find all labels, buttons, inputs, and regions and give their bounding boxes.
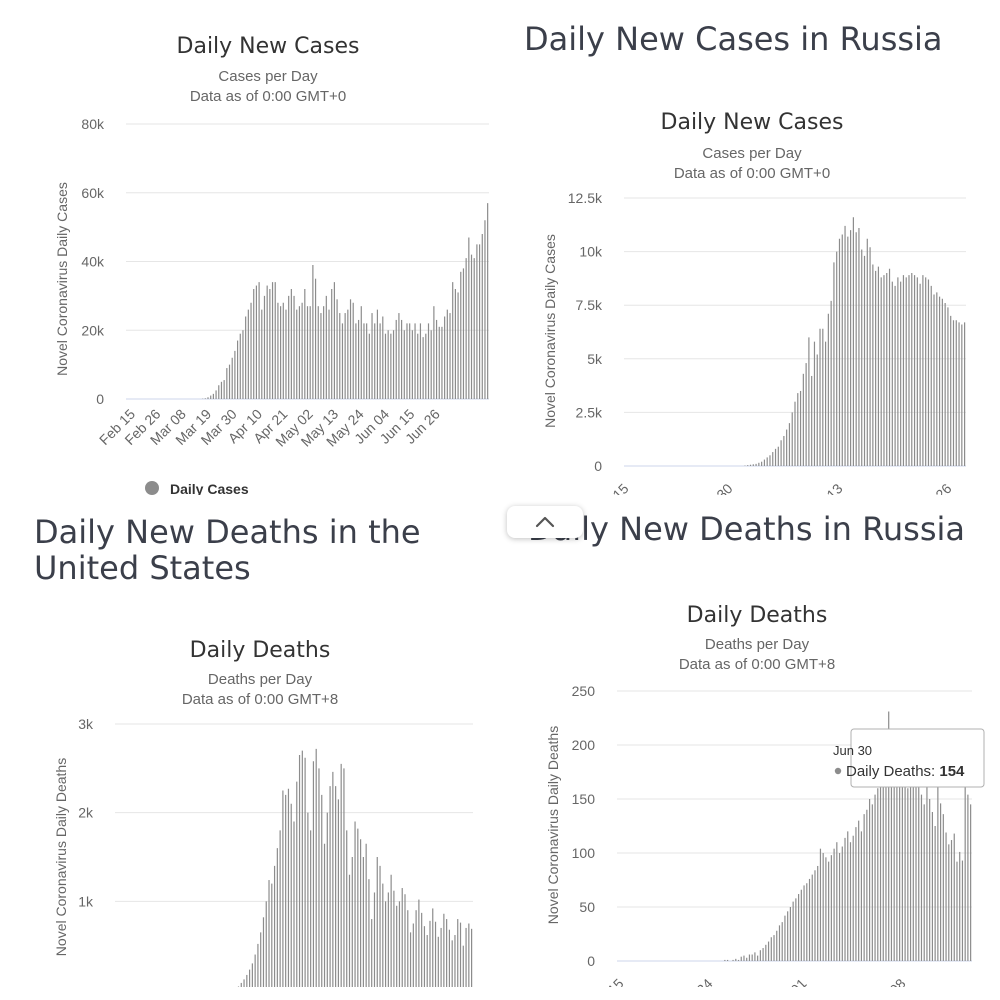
chart-subtitle-date: Data as of 0:00 GMT+0 bbox=[674, 165, 830, 182]
y-axis-ticks: 0 2.5k 5k 7.5k 10k 12.5k bbox=[568, 190, 603, 474]
x-tick-label: 26 bbox=[932, 480, 954, 495]
y-tick-label: 7.5k bbox=[576, 297, 603, 313]
x-tick-label: 15 bbox=[609, 480, 631, 495]
y-axis-label: Novel Coronavirus Daily Cases bbox=[542, 234, 558, 428]
y-axis-label: Novel Coronavirus Daily Deaths bbox=[53, 758, 69, 956]
chart-subtitle-date: Data as of 0:00 GMT+8 bbox=[679, 656, 835, 673]
y-tick-label: 0 bbox=[96, 391, 104, 407]
us-daily-deaths-chart: Daily Deaths Deaths per Day Data as of 0… bbox=[53, 638, 473, 987]
y-axis-label: Novel Coronavirus Daily Cases bbox=[54, 182, 70, 376]
legend-marker-icon bbox=[145, 481, 159, 495]
y-tick-label: 150 bbox=[572, 791, 596, 807]
y-tick-label: 100 bbox=[572, 845, 596, 861]
x-tick-label: 08 bbox=[886, 975, 908, 987]
chart-title: Daily Deaths bbox=[190, 638, 331, 663]
y-tick-label: 80k bbox=[81, 116, 105, 132]
us-daily-cases-chart: Daily New Cases Cases per Day Data as of… bbox=[54, 34, 489, 495]
russia-cases-heading: Daily New Cases in Russia bbox=[524, 20, 943, 58]
chart-title: Daily New Cases bbox=[177, 34, 360, 59]
tooltip-series-label: Daily Deaths: bbox=[846, 763, 935, 780]
x-tick-label: 24 bbox=[693, 975, 715, 987]
tooltip-marker-icon bbox=[834, 767, 842, 775]
y-tick-label: 5k bbox=[587, 351, 603, 367]
y-tick-label: 200 bbox=[572, 737, 596, 753]
y-tick-label: 2.5k bbox=[576, 404, 603, 420]
x-tick-label: 13 bbox=[823, 480, 845, 495]
y-axis-ticks: 0 50 100 150 200 250 bbox=[572, 683, 596, 969]
chart-subtitle: Deaths per Day bbox=[705, 636, 810, 653]
y-tick-label: 60k bbox=[81, 185, 105, 201]
tooltip-text: Daily Deaths: 154 bbox=[846, 763, 965, 780]
y-axis-label: Novel Coronavirus Daily Deaths bbox=[545, 726, 561, 924]
us-deaths-heading: Daily New Deaths in the United States bbox=[34, 513, 421, 587]
tooltip-box bbox=[850, 728, 985, 788]
legend-label[interactable]: Daily Cases bbox=[170, 481, 249, 495]
chart-subtitle: Cases per Day bbox=[702, 145, 802, 162]
y-tick-label: 0 bbox=[594, 458, 602, 474]
x-tick-label: 30 bbox=[713, 480, 735, 495]
chart-subtitle: Cases per Day bbox=[218, 68, 318, 85]
y-tick-label: 2k bbox=[78, 805, 94, 821]
bars[interactable] bbox=[127, 203, 489, 399]
chart-title: Daily New Cases bbox=[661, 110, 844, 135]
bars[interactable] bbox=[625, 217, 966, 466]
x-tick-label: 01 bbox=[787, 975, 809, 987]
y-tick-label: 40k bbox=[81, 254, 105, 270]
chevron-up-icon bbox=[535, 516, 555, 528]
chart-subtitle-date: Data as of 0:00 GMT+0 bbox=[190, 88, 346, 105]
y-tick-label: 3k bbox=[78, 716, 94, 732]
x-axis-ticks: 15 24 01 08 bbox=[604, 975, 908, 987]
x-tick-label: 15 bbox=[604, 975, 626, 987]
chart-subtitle: Deaths per Day bbox=[208, 671, 313, 688]
y-axis-ticks: 0 20k 40k 60k 80k bbox=[81, 116, 105, 407]
y-tick-label: 10k bbox=[579, 244, 603, 260]
russia-daily-cases-chart: Daily New Cases Cases per Day Data as of… bbox=[542, 110, 966, 495]
y-tick-label: 1k bbox=[78, 893, 94, 909]
y-tick-label: 50 bbox=[579, 899, 595, 915]
tooltip-date: Jun 30 bbox=[833, 743, 872, 758]
y-tick-label: 0 bbox=[587, 953, 595, 969]
scroll-to-top-button[interactable] bbox=[507, 506, 583, 538]
chart-title: Daily Deaths bbox=[687, 603, 828, 628]
tooltip-value: 154 bbox=[939, 763, 965, 780]
chart-subtitle-date: Data as of 0:00 GMT+8 bbox=[182, 691, 338, 708]
russia-deaths-heading: Daily New Deaths in Russia bbox=[528, 510, 965, 548]
x-axis-ticks: 15 30 13 26 bbox=[609, 480, 954, 495]
bars[interactable] bbox=[116, 748, 473, 987]
y-tick-label: 12.5k bbox=[568, 190, 603, 206]
y-axis-ticks: 1k 2k 3k bbox=[78, 716, 94, 909]
tooltip: Jun 30 Daily Deaths: 154 bbox=[833, 728, 985, 788]
y-tick-label: 250 bbox=[572, 683, 596, 699]
russia-daily-deaths-chart: Daily Deaths Deaths per Day Data as of 0… bbox=[545, 603, 985, 987]
legend[interactable]: Daily Cases bbox=[145, 481, 249, 495]
bars[interactable] bbox=[618, 711, 972, 961]
y-tick-label: 20k bbox=[81, 322, 105, 338]
